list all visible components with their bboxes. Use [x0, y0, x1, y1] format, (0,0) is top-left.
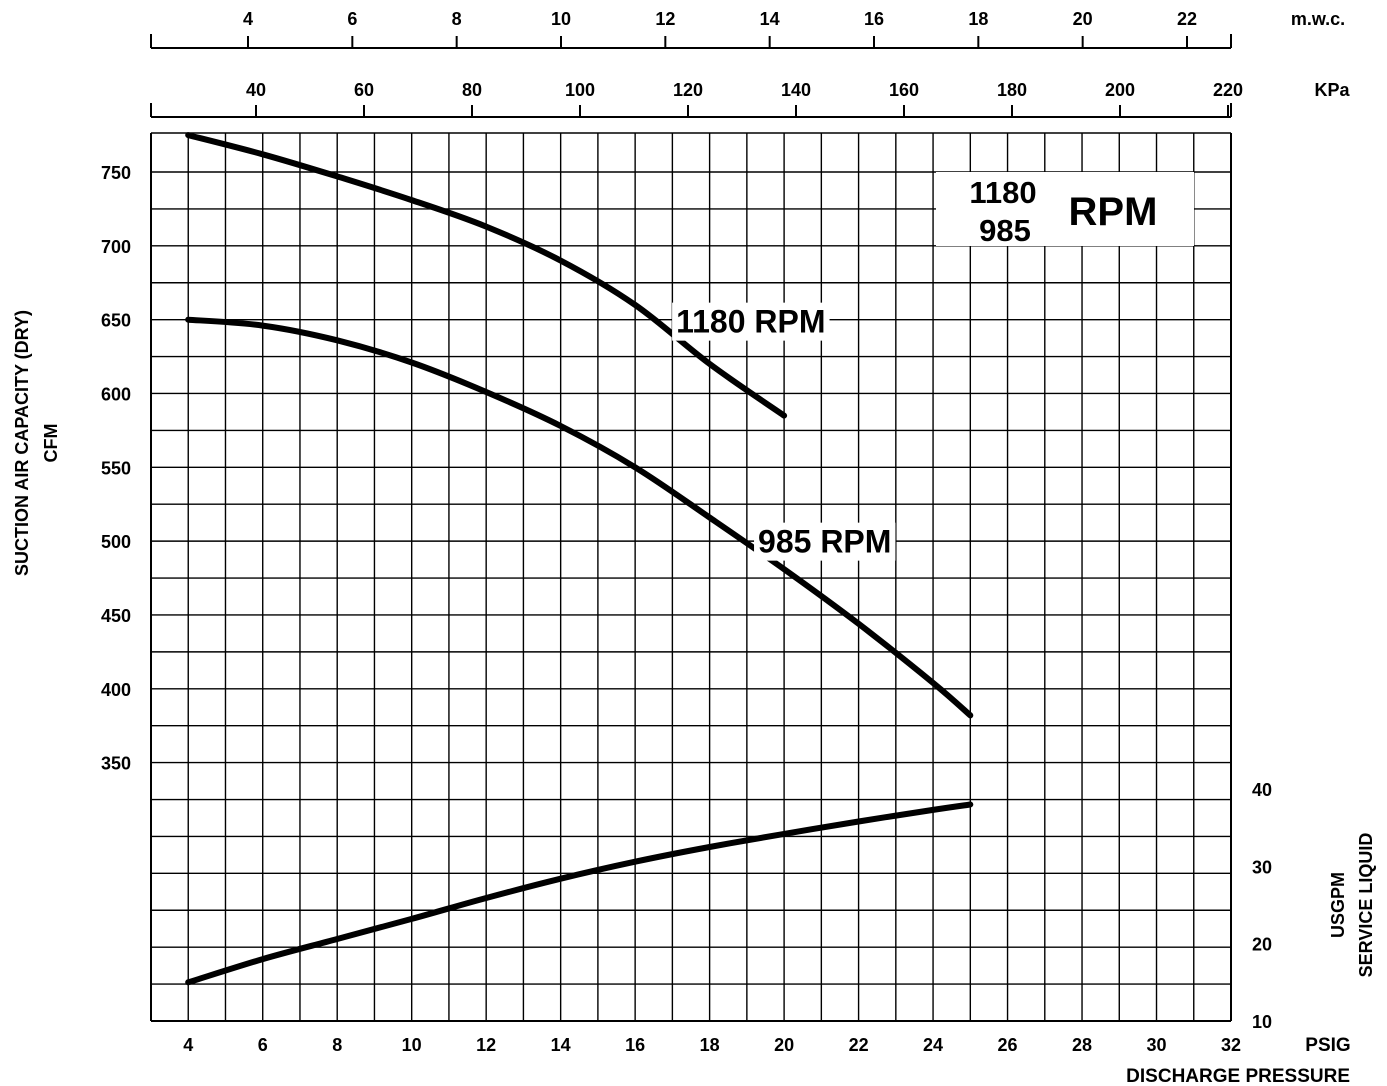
top-axis-tick-label: 10: [551, 9, 571, 29]
y-tick-label: 450: [101, 606, 131, 626]
y-tick-label: 500: [101, 532, 131, 552]
series: [185, 132, 974, 986]
curve-label: 1180 RPM: [676, 304, 825, 340]
top-axis-tick-label: 100: [565, 80, 595, 100]
x-tick-label: 28: [1072, 1035, 1092, 1055]
top-axis-tick-label: 140: [781, 80, 811, 100]
y-tick-label: 650: [101, 311, 131, 331]
top-axis-unit: m.w.c.: [1291, 9, 1345, 29]
y-tick-label: 700: [101, 237, 131, 257]
top-axis-tick-label: 12: [655, 9, 675, 29]
y2-tick-label: 30: [1252, 857, 1272, 877]
legend-box: 1180 985 RPM: [936, 172, 1194, 248]
top-axis-tick-label: 8: [452, 9, 462, 29]
top-axis-tick-label: 160: [889, 80, 919, 100]
top-axis-tick-label: 4: [243, 9, 253, 29]
y-axis-label-line1: SUCTION AIR CAPACITY (DRY): [12, 310, 32, 576]
top-axis-tick-label: 20: [1073, 9, 1093, 29]
top-axis-tick-label: 80: [462, 80, 482, 100]
legend-unit: RPM: [1069, 190, 1158, 234]
y2-tick-label: 40: [1252, 780, 1272, 800]
top-axis-tick-label: 200: [1105, 80, 1135, 100]
y-tick-label: 400: [101, 680, 131, 700]
x-tick-label: 6: [258, 1035, 268, 1055]
curve-label-background: [672, 302, 830, 341]
x-tick-label: 10: [402, 1035, 422, 1055]
x-tick-label: 20: [774, 1035, 794, 1055]
y-axis: 350 400 450 500 550 600 650 700 750: [101, 163, 131, 774]
legend-speed-1180: 1180: [969, 175, 1036, 210]
y-tick-label: 600: [101, 384, 131, 404]
curve-label-background: [754, 522, 896, 561]
x-tick-label: 14: [551, 1035, 571, 1055]
y2-tick-label: 10: [1252, 1012, 1272, 1032]
curve-label: 985 RPM: [758, 524, 891, 560]
top-axis-tick-label: 180: [997, 80, 1027, 100]
x-axis-label: DISCHARGE PRESSURE: [1126, 1066, 1350, 1086]
series-985-rpm: [185, 316, 974, 719]
top-axis-tick-label: 16: [864, 9, 884, 29]
grid: [150, 132, 1232, 1022]
y2-axis: 10 20 30 40: [1252, 780, 1272, 1032]
x-tick-label: 4: [183, 1035, 193, 1055]
y-axis-label-line2: CFM: [41, 424, 61, 463]
annotations: 1180 RPM 985 RPM: [672, 302, 896, 561]
top-axis-tick-label: 40: [246, 80, 266, 100]
x-tick-label: 22: [849, 1035, 869, 1055]
x-tick-label: 8: [332, 1035, 342, 1055]
series-service-liquid: [185, 801, 974, 986]
x-tick-label: 24: [923, 1035, 943, 1055]
y2-axis-label-line1: SERVICE LIQUID: [1356, 833, 1376, 978]
x-axis: 4 6 8 10 12 14 16 18 20 22 24 26 28 30 32: [183, 1035, 1241, 1055]
top-axis-tick-label: 120: [673, 80, 703, 100]
x-tick-label: 30: [1147, 1035, 1167, 1055]
y-tick-label: 550: [101, 458, 131, 478]
y-tick-label: 350: [101, 754, 131, 774]
top-axis-tick-label: 18: [968, 9, 988, 29]
x-tick-label: 18: [700, 1035, 720, 1055]
x-tick-label: 16: [625, 1035, 645, 1055]
top-axis-tick-label: 220: [1213, 80, 1243, 100]
x-axis-unit: PSIG: [1305, 1035, 1350, 1056]
x-tick-label: 12: [476, 1035, 496, 1055]
y2-tick-label: 20: [1252, 935, 1272, 955]
top-axes: 4 6 8 10 12 14 16 18 20 22 m.w.c. 40 60 80 100 120 140 16…: [150, 9, 1350, 118]
y-tick-label: 750: [101, 163, 131, 183]
x-tick-label: 32: [1221, 1035, 1241, 1055]
top-axis-tick-label: 22: [1177, 9, 1197, 29]
top-axis-tick-label: 60: [354, 80, 374, 100]
top-axis-tick-label: 6: [347, 9, 357, 29]
legend-speed-985: 985: [979, 213, 1031, 248]
y2-axis-label-line2: USGPM: [1328, 872, 1348, 938]
top-axis-tick-label: 14: [760, 9, 780, 29]
x-tick-label: 26: [998, 1035, 1018, 1055]
top-axis-unit: KPa: [1314, 80, 1350, 100]
series-1180-rpm: [185, 132, 788, 419]
